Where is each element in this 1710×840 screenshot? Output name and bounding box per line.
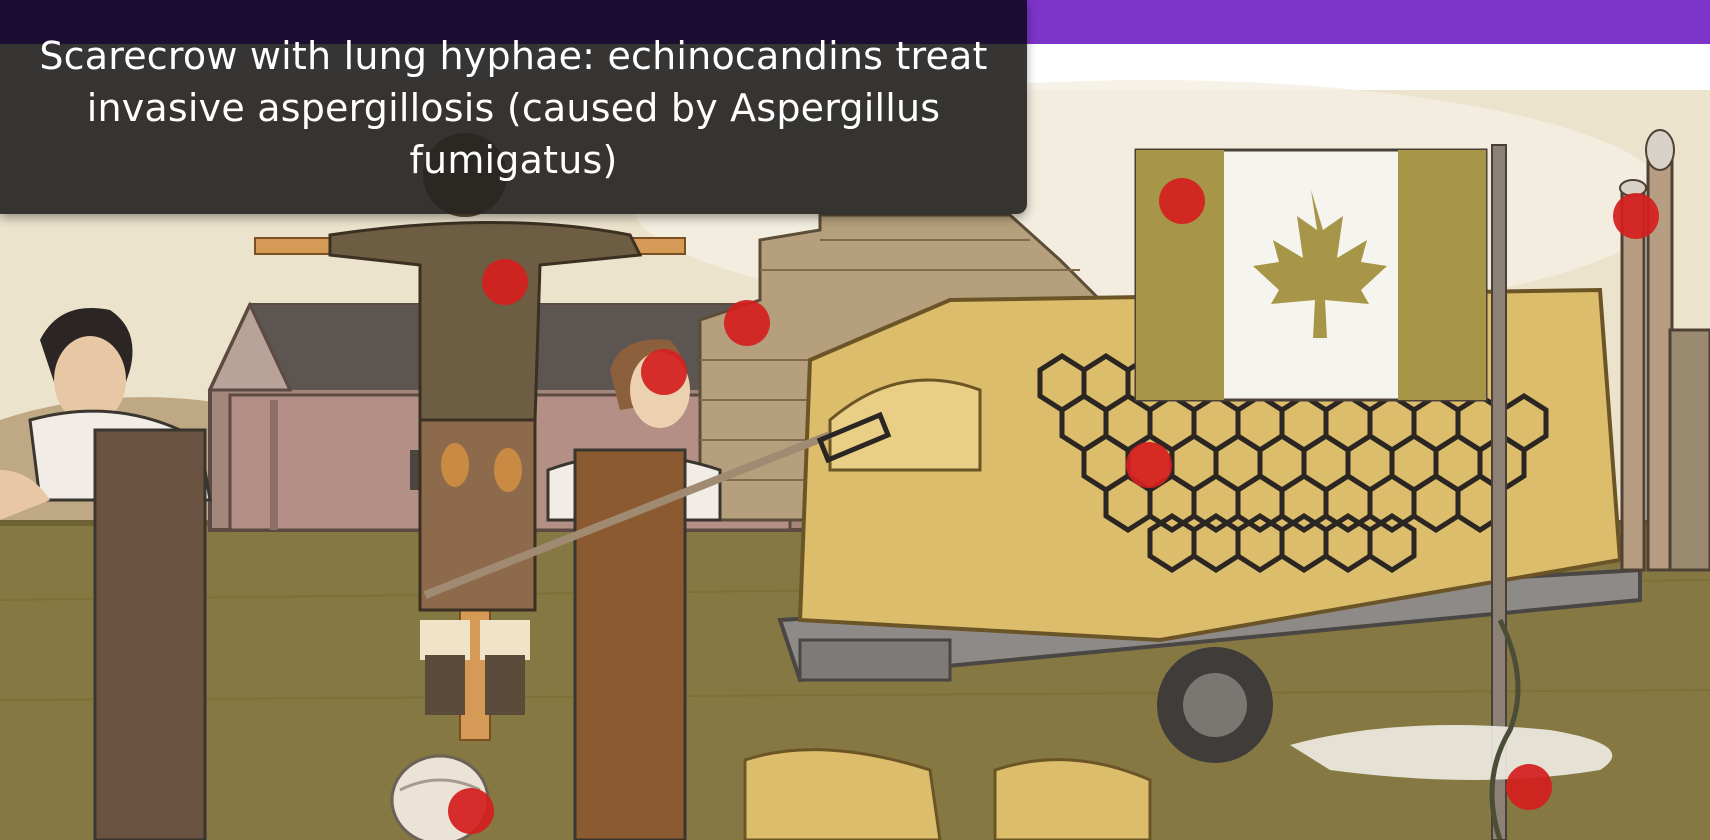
canada-flag [1134,144,1507,840]
hotspot-vine-plant[interactable] [1506,764,1552,810]
ground-hay-bales [743,748,1152,840]
hotspot-scarecrow[interactable] [482,259,528,305]
hotspot-canada-flag[interactable] [1159,178,1205,224]
farmer-left [0,308,212,840]
farmer-pitchfork [423,339,892,840]
hotspot-brick-stack[interactable] [724,300,770,346]
hotspot-smokestack[interactable] [1613,193,1659,239]
hotspot-farmer-hat[interactable] [641,349,687,395]
hotspot-bandaged-head[interactable] [448,788,494,834]
tooltip-text: Scarecrow with lung hyphae: echinocandin… [39,34,988,182]
hotspot-tooltip: Scarecrow with lung hyphae: echinocandin… [0,0,1027,214]
hotspot-hay-bale-honeycomb[interactable] [1126,442,1172,488]
tooltip-titlebar [0,0,1027,44]
